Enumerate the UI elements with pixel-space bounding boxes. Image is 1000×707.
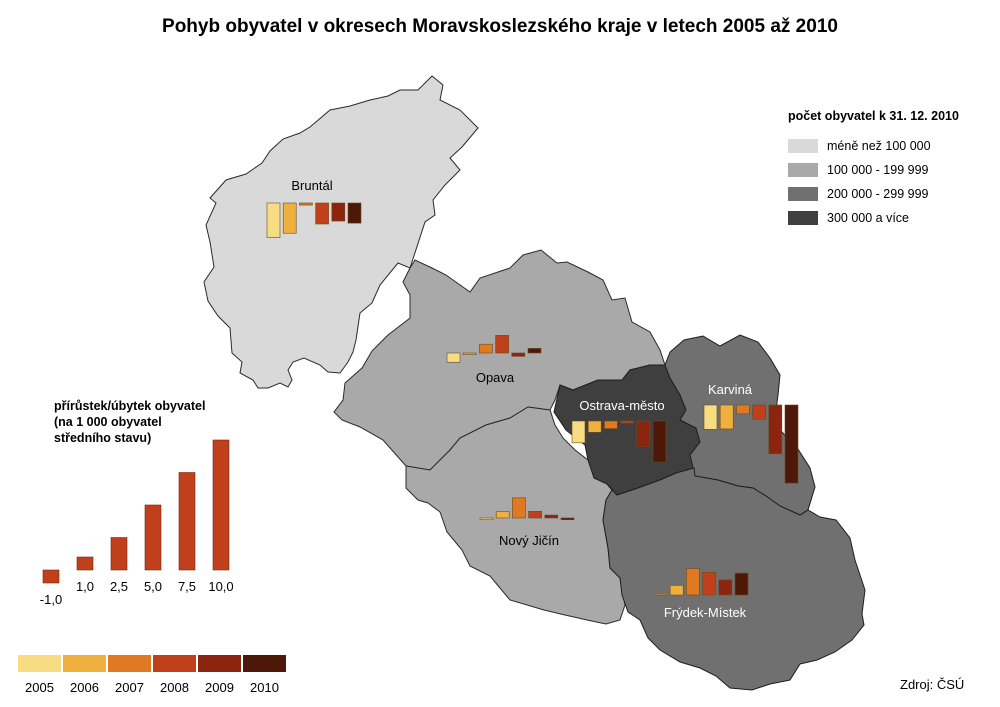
legend-swatch xyxy=(788,139,818,153)
scale-tick-label: -1,0 xyxy=(40,592,62,607)
district-bar xyxy=(604,420,618,429)
district-bar xyxy=(266,202,281,238)
scale-bar xyxy=(110,537,128,571)
district-label: Bruntál xyxy=(291,178,332,193)
district-bar xyxy=(299,202,313,206)
district-bar xyxy=(479,517,494,520)
population-legend-item: méně než 100 000 xyxy=(788,134,959,158)
district-bar xyxy=(620,420,634,424)
legend-label: 300 000 a více xyxy=(827,211,910,225)
scale-bar xyxy=(144,504,162,571)
scale-tick-label: 5,0 xyxy=(144,579,162,594)
district-bar-charts xyxy=(266,202,799,596)
district-labels: Bruntál Opava Ostrava-město Karviná Nový Jič… xyxy=(291,178,752,620)
district-bar xyxy=(495,510,510,519)
district-bar xyxy=(702,572,716,596)
district-bar xyxy=(446,352,461,363)
district-bar xyxy=(512,497,526,519)
district-label: Opava xyxy=(476,370,515,385)
district-bar xyxy=(703,404,718,430)
year-legend-swatch xyxy=(63,655,106,672)
district-bar xyxy=(560,517,575,520)
district-bar xyxy=(652,420,667,463)
district-bar xyxy=(719,404,734,430)
legend-label: 100 000 - 199 999 xyxy=(827,163,929,177)
district-bar xyxy=(495,335,509,354)
scale-legend-title: přírůstek/úbytek obyvatel (na 1 000 obyv… xyxy=(54,398,205,446)
year-legend: 2005 2006 2007 2008 2009 2010 xyxy=(18,655,286,695)
population-legend-item: 200 000 - 299 999 xyxy=(788,182,959,206)
district-bar xyxy=(653,593,668,596)
district-bar xyxy=(544,514,559,519)
district-bar xyxy=(315,202,329,225)
year-legend-label: 2005 xyxy=(25,680,54,695)
district-label: Karviná xyxy=(708,382,753,397)
scale-tick-label: 1,0 xyxy=(76,579,94,594)
district-bar xyxy=(462,352,477,355)
population-legend-item: 100 000 - 199 999 xyxy=(788,158,959,182)
district-bar xyxy=(669,585,684,596)
scale-bar xyxy=(42,569,60,584)
year-legend-swatch xyxy=(198,655,241,672)
scale-bar xyxy=(178,472,196,571)
district-bar xyxy=(587,420,602,433)
scale-tick-label: 7,5 xyxy=(178,579,196,594)
legend-swatch xyxy=(788,163,818,177)
district-bar xyxy=(736,404,750,415)
scale-legend-title-line: středního stavu) xyxy=(54,431,152,445)
scale-legend-chart: -1,0 1,0 2,5 5,0 7,5 10,0 xyxy=(40,439,234,607)
district-bar xyxy=(479,343,493,354)
year-legend-swatch xyxy=(153,655,196,672)
district-bar xyxy=(718,579,733,596)
district-bar xyxy=(527,348,542,354)
year-legend-swatch xyxy=(243,655,286,672)
legend-label: 200 000 - 299 999 xyxy=(827,187,929,201)
year-legend-swatch xyxy=(108,655,151,672)
district-label: Frýdek-Místek xyxy=(664,605,747,620)
population-legend-title: počet obyvatel k 31. 12. 2010 xyxy=(788,109,959,123)
district-label: Ostrava-město xyxy=(579,398,664,413)
scale-tick-label: 10,0 xyxy=(208,579,233,594)
year-legend-label: 2009 xyxy=(205,680,234,695)
scale-bar xyxy=(76,556,94,571)
district-karvina[interactable] xyxy=(664,334,816,516)
district-bar xyxy=(528,510,542,519)
population-legend-item: 300 000 a více xyxy=(788,206,959,230)
legend-swatch xyxy=(788,187,818,201)
year-legend-label: 2010 xyxy=(250,680,279,695)
population-legend: počet obyvatel k 31. 12. 2010 méně než 1… xyxy=(788,109,959,230)
district-bar xyxy=(734,572,749,596)
scale-legend-title-line: (na 1 000 obyvatel xyxy=(54,415,162,429)
scale-bar xyxy=(212,439,230,571)
year-legend-swatch xyxy=(18,655,61,672)
scale-legend-title-line: přírůstek/úbytek obyvatel xyxy=(54,399,206,413)
district-polygons xyxy=(203,75,866,691)
district-frydek-mistek[interactable] xyxy=(602,467,866,691)
district-bar xyxy=(636,420,651,447)
district-bruntal[interactable] xyxy=(203,75,479,389)
legend-swatch xyxy=(788,211,818,225)
district-label: Nový Jičín xyxy=(499,533,559,548)
district-bar xyxy=(768,404,783,455)
year-legend-label: 2006 xyxy=(70,680,99,695)
scale-tick-label: 2,5 xyxy=(110,579,128,594)
district-bar xyxy=(571,420,586,444)
district-bar xyxy=(347,202,362,224)
district-bar xyxy=(784,404,799,484)
district-bar xyxy=(331,202,346,222)
district-bar xyxy=(752,404,766,420)
map-title: Pohyb obyvatel v okresech Moravskoslezsk… xyxy=(162,16,838,37)
district-bar xyxy=(686,568,700,596)
year-legend-label: 2008 xyxy=(160,680,189,695)
year-legend-label: 2007 xyxy=(115,680,144,695)
district-bar xyxy=(511,352,526,357)
legend-label: méně než 100 000 xyxy=(827,139,931,153)
source-note: Zdroj: ČSÚ xyxy=(900,677,965,692)
district-bar xyxy=(282,202,297,234)
